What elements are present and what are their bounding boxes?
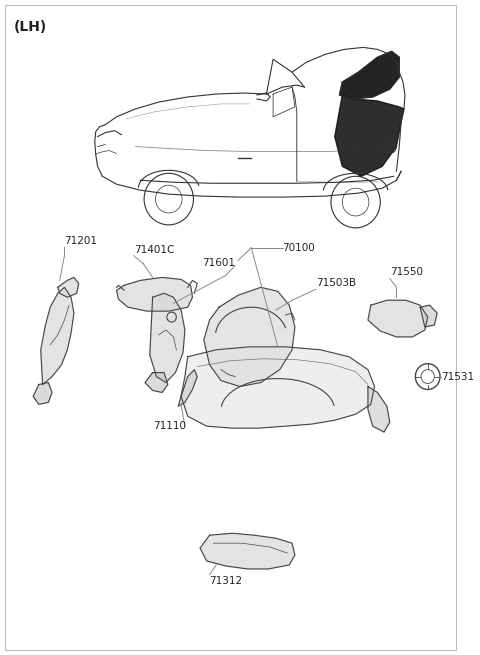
Polygon shape — [178, 369, 197, 406]
Text: 71110: 71110 — [153, 421, 186, 431]
Text: 71601: 71601 — [202, 257, 235, 267]
Text: 71401C: 71401C — [133, 245, 174, 255]
Polygon shape — [33, 383, 52, 404]
Polygon shape — [181, 347, 374, 428]
Polygon shape — [420, 305, 437, 327]
Text: 71531: 71531 — [441, 371, 474, 382]
Text: 71312: 71312 — [210, 576, 243, 586]
Polygon shape — [58, 278, 79, 297]
Polygon shape — [335, 95, 404, 176]
Text: 70100: 70100 — [283, 243, 315, 253]
Text: 71201: 71201 — [64, 236, 97, 246]
Text: (LH): (LH) — [14, 20, 48, 33]
Polygon shape — [368, 386, 390, 432]
Polygon shape — [200, 533, 295, 569]
Text: 71550: 71550 — [390, 267, 423, 278]
Polygon shape — [41, 288, 74, 384]
Text: 71503B: 71503B — [316, 278, 356, 288]
Polygon shape — [204, 288, 295, 386]
Polygon shape — [339, 51, 399, 99]
Polygon shape — [117, 278, 192, 311]
Polygon shape — [368, 300, 428, 337]
Polygon shape — [145, 373, 168, 392]
Polygon shape — [150, 293, 185, 383]
